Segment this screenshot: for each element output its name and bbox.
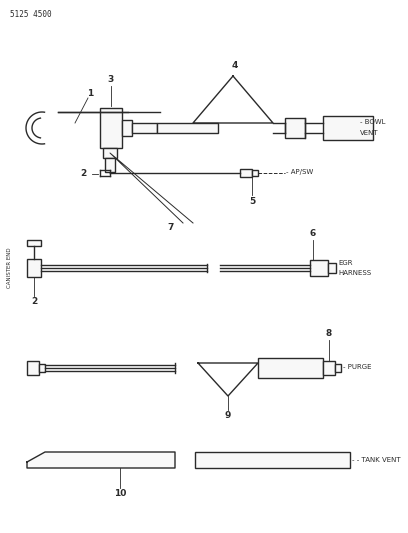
Bar xyxy=(310,260,328,276)
Text: 1: 1 xyxy=(87,88,93,98)
Text: 8: 8 xyxy=(326,329,332,338)
Bar xyxy=(240,169,252,177)
Text: - - TANK VENT: - - TANK VENT xyxy=(352,457,401,463)
Bar xyxy=(39,364,45,372)
Text: - PURGE: - PURGE xyxy=(343,364,372,370)
Bar xyxy=(27,361,39,375)
Text: - AP/SW: - AP/SW xyxy=(286,169,313,175)
Text: 9: 9 xyxy=(225,411,231,421)
Text: 4: 4 xyxy=(232,61,238,70)
Bar xyxy=(323,361,335,375)
Text: - BOWL: - BOWL xyxy=(360,119,386,125)
Bar xyxy=(27,240,41,246)
Text: 2: 2 xyxy=(80,169,86,179)
Text: CANISTER END: CANISTER END xyxy=(7,248,13,288)
Polygon shape xyxy=(27,452,175,468)
Text: 5: 5 xyxy=(249,197,255,206)
Bar xyxy=(195,452,350,468)
Bar xyxy=(335,364,341,372)
Text: 6: 6 xyxy=(310,230,316,238)
Bar xyxy=(132,123,157,133)
Text: 10: 10 xyxy=(114,489,126,498)
Bar xyxy=(122,120,132,136)
Text: 2: 2 xyxy=(31,297,37,306)
Bar xyxy=(323,116,373,140)
Bar xyxy=(157,123,218,133)
Bar xyxy=(105,158,115,172)
Text: 5125 4500: 5125 4500 xyxy=(10,10,52,19)
Bar xyxy=(103,148,117,158)
Text: 7: 7 xyxy=(168,223,174,232)
Bar xyxy=(328,263,336,273)
Bar xyxy=(27,259,41,277)
Bar xyxy=(258,358,323,378)
Bar xyxy=(100,108,122,148)
Text: HARNESS: HARNESS xyxy=(338,270,371,276)
Bar xyxy=(285,118,305,138)
Bar xyxy=(252,170,258,176)
Text: EGR: EGR xyxy=(338,260,353,266)
Text: VENT: VENT xyxy=(360,130,379,136)
Text: 3: 3 xyxy=(108,76,114,85)
